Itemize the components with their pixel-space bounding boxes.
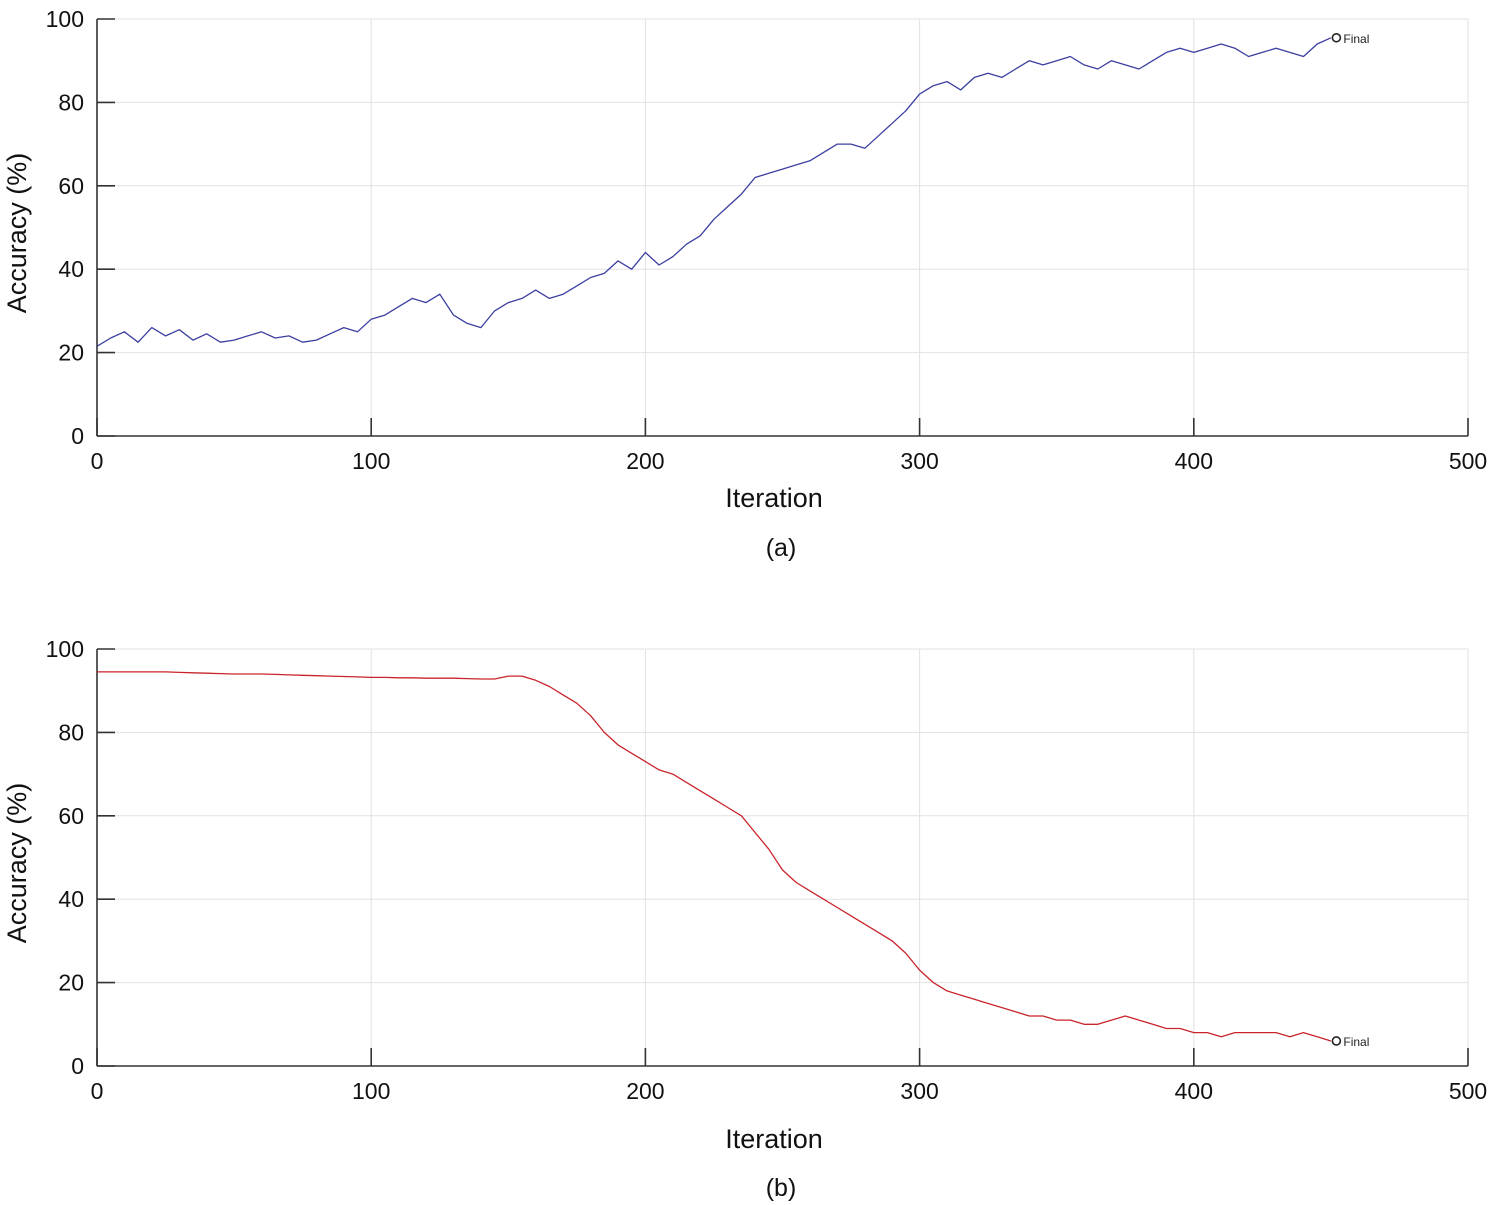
final-marker bbox=[1331, 1036, 1342, 1046]
chart-panel-b: 0 100 200 300 400 500 0 20 40 60 80 100 Iteration A… bbox=[2, 636, 1487, 1202]
x-tick-label: 300 bbox=[900, 1078, 938, 1104]
y-tick-label: 40 bbox=[58, 256, 84, 282]
x-tick-label: 400 bbox=[1175, 1078, 1213, 1104]
y-tick-label: 20 bbox=[58, 970, 84, 996]
tick-labels: 0 100 200 300 400 500 0 20 40 60 80 100 bbox=[46, 6, 1488, 474]
y-tick-label: 60 bbox=[58, 173, 84, 199]
y-tick-label: 100 bbox=[46, 636, 84, 662]
x-tick-label: 400 bbox=[1175, 448, 1213, 474]
y-tick-label: 0 bbox=[71, 423, 84, 449]
caption-b: (b) bbox=[766, 1174, 797, 1202]
y-tick-label: 100 bbox=[46, 6, 84, 32]
x-tick-label: 0 bbox=[91, 1078, 104, 1104]
x-tick-label: 200 bbox=[626, 448, 664, 474]
x-tick-label: 100 bbox=[352, 1078, 390, 1104]
final-label: Final bbox=[1343, 1035, 1369, 1049]
grid-lines bbox=[97, 18, 1469, 436]
series-line bbox=[97, 671, 1332, 1042]
final-marker bbox=[1331, 32, 1342, 43]
tick-labels: 0 100 200 300 400 500 0 20 40 60 80 100 bbox=[46, 636, 1488, 1104]
caption-a: (a) bbox=[766, 534, 797, 562]
grid-lines bbox=[97, 648, 1469, 1066]
y-axis-label: Accuracy (%) bbox=[2, 153, 32, 314]
x-tick-label: 500 bbox=[1449, 448, 1487, 474]
y-tick-label: 40 bbox=[58, 886, 84, 912]
final-label: Final bbox=[1343, 32, 1369, 46]
x-tick-label: 300 bbox=[900, 448, 938, 474]
x-axis-label: Iteration bbox=[725, 483, 823, 513]
y-axis-label: Accuracy (%) bbox=[2, 783, 32, 944]
x-tick-label: 200 bbox=[626, 1078, 664, 1104]
x-axis-label: Iteration bbox=[725, 1124, 823, 1154]
x-tick-label: 100 bbox=[352, 448, 390, 474]
y-tick-label: 20 bbox=[58, 340, 84, 366]
x-tick-label: 0 bbox=[91, 448, 104, 474]
y-tick-label: 80 bbox=[58, 89, 84, 115]
y-tick-label: 0 bbox=[71, 1053, 84, 1079]
chart-panel-a: 0 100 200 300 400 500 0 20 40 60 80 100 Iteration A… bbox=[2, 6, 1487, 562]
axes bbox=[96, 18, 1469, 437]
series-line bbox=[96, 37, 1332, 347]
x-tick-label: 500 bbox=[1449, 1078, 1487, 1104]
y-tick-label: 60 bbox=[58, 803, 84, 829]
y-tick-label: 80 bbox=[58, 719, 84, 745]
axes bbox=[96, 648, 1469, 1067]
